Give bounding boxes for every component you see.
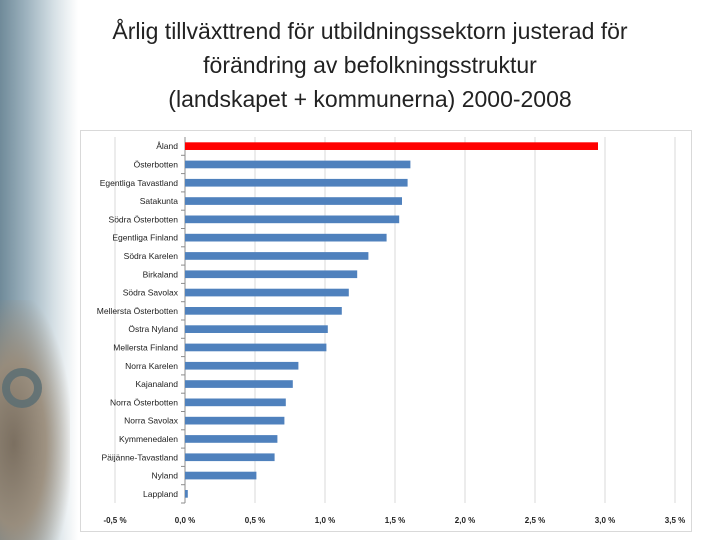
bar-region xyxy=(185,215,400,224)
x-tick-label: -0,5 % xyxy=(103,516,126,525)
category-label: Österbotten xyxy=(134,159,179,169)
category-label: Satakunta xyxy=(140,196,179,206)
x-tick-label: 2,0 % xyxy=(455,516,475,525)
category-label: Mellersta Österbotten xyxy=(97,306,179,316)
bar-region xyxy=(185,490,188,498)
category-label: Nyland xyxy=(152,471,179,481)
background-rock xyxy=(0,300,70,540)
title-line-3: (landskapet + kommunerna) 2000-2008 xyxy=(168,86,572,112)
bar-region xyxy=(185,197,402,205)
category-label: Lappland xyxy=(143,489,178,499)
category-label: Päijänne-Tavastland xyxy=(101,452,178,462)
bar-region xyxy=(185,288,349,297)
bar-region xyxy=(185,398,286,407)
bar-region xyxy=(185,325,328,333)
bar-region xyxy=(185,380,293,388)
category-label: Åland xyxy=(156,141,178,151)
category-label: Kymmenedalen xyxy=(119,434,178,444)
bar-region xyxy=(185,343,327,352)
category-label: Norra Österbotten xyxy=(110,397,178,407)
bar-region xyxy=(185,252,369,260)
title-line-2: förändring av befolkningsstruktur xyxy=(203,52,537,78)
category-label: Kajanaland xyxy=(135,379,178,389)
bar-region xyxy=(185,233,387,242)
category-label: Södra Savolax xyxy=(123,288,179,298)
bar-chart: -0,5 % 0,0 % 0,5 % 1,0 % 1,5 % 2,0 % 2,5 % 3,0 … xyxy=(97,137,685,525)
bar-region xyxy=(185,471,257,480)
mooring-ring-image xyxy=(2,368,42,408)
x-tick-label: 3,0 % xyxy=(595,516,615,525)
category-label: Norra Savolax xyxy=(124,416,179,426)
x-tick-label: 0,0 % xyxy=(175,516,195,525)
category-label: Mellersta Finland xyxy=(113,342,178,352)
bar-region xyxy=(185,435,278,443)
x-tick-label: 2,5 % xyxy=(525,516,545,525)
bar-region xyxy=(185,361,299,370)
category-label: Östra Nyland xyxy=(128,324,178,334)
title-line-1: Årlig tillväxttrend för utbildningssekto… xyxy=(112,18,628,44)
category-label: Egentliga Finland xyxy=(112,233,178,243)
bar-highlight xyxy=(185,142,598,150)
x-tick-label: 1,5 % xyxy=(385,516,405,525)
category-label: Södra Karelen xyxy=(124,251,179,261)
bar-region xyxy=(185,307,342,315)
category-label: Södra Österbotten xyxy=(109,214,179,224)
bar-region xyxy=(185,178,408,187)
bar-region xyxy=(185,453,275,462)
x-tick-label: 1,0 % xyxy=(315,516,335,525)
x-tick-label: 3,5 % xyxy=(665,516,685,525)
x-tick-label: 0,5 % xyxy=(245,516,265,525)
bar-region xyxy=(185,270,358,279)
chart-frame: -0,5 % 0,0 % 0,5 % 1,0 % 1,5 % 2,0 % 2,5 % 3,0 … xyxy=(80,130,692,532)
bar-region xyxy=(185,416,285,425)
bar-region xyxy=(185,160,411,169)
category-label: Norra Karelen xyxy=(125,361,178,371)
category-label: Birkaland xyxy=(143,269,179,279)
category-label: Egentliga Tavastland xyxy=(100,178,179,188)
slide-title: Årlig tillväxttrend för utbildningssekto… xyxy=(60,14,680,116)
